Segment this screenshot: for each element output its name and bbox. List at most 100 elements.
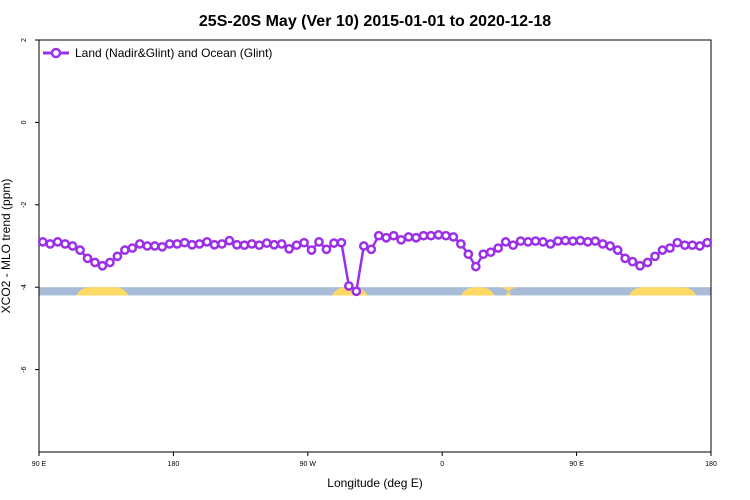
data-point [627,256,638,267]
data-point [187,239,197,250]
x-tick-label: 90 W [300,461,317,468]
data-point [127,243,138,253]
data-point [209,239,220,250]
data-point [254,240,265,251]
data-point [149,241,160,251]
data-point [172,239,182,249]
legend: Land (Nadir&Glint) and Ocean (Glint) [43,46,272,60]
y-tick-label: 0 [21,120,28,124]
data-point [545,239,556,249]
data-point [217,239,227,249]
data-point [456,239,466,249]
data-point [672,237,683,248]
land-segment [460,287,495,296]
data-point [112,251,123,262]
data-point [426,230,436,241]
data-point [224,235,235,246]
x-tick-label: 0 [440,461,444,468]
data-point [396,234,406,245]
data-point [344,281,354,291]
data-point [620,253,630,264]
data-point [45,239,56,249]
land-segment [76,287,129,296]
data-point [508,240,518,251]
legend-entry-label: Land (Nadir&Glint) and Ocean (Glint) [75,46,272,60]
land-segment [499,287,518,296]
data-point [82,253,93,264]
data-point [657,245,668,255]
data-point [642,257,653,268]
data-point [329,238,339,248]
data-point [358,241,369,251]
y-tick-label: -6 [21,366,28,372]
data-point [478,249,489,260]
data-point [485,247,496,258]
data-point [314,237,324,247]
data-point [568,236,578,246]
data-point [366,244,377,255]
data-point [276,239,287,249]
legend-marker [50,47,62,59]
data-point [37,237,48,247]
data-point [284,244,294,254]
data-point [142,241,153,251]
data-point [232,239,242,250]
data-point [157,241,168,252]
data-point [90,257,100,268]
data-point [373,230,384,241]
data-point [134,239,145,249]
data-point [687,240,698,251]
plot-frame [38,39,712,453]
ocean-band [39,287,711,296]
data-point [411,232,421,243]
data-point [75,245,85,255]
data-point [590,236,601,246]
y-axis: 2 0 -2 -4 -6 [21,38,39,373]
y-tick-label: -4 [21,284,28,290]
data-point [560,235,571,246]
data-point [239,240,250,251]
data-point [463,249,474,260]
data-point [530,236,541,246]
data-point [120,245,130,255]
data-point [538,237,548,247]
x-tick-label: 90 E [569,461,584,468]
data-point [650,251,660,262]
data-point [351,286,362,297]
x-tick-label: 180 [705,461,717,468]
y-tick-label: -2 [21,202,28,208]
data-point [433,230,444,240]
data-point [493,243,504,253]
data-point [635,260,645,271]
series-layer [37,230,713,297]
y-tick-label: 2 [21,38,28,42]
x-tick-label: 180 [168,461,180,468]
data-point [60,239,70,249]
data-point [194,239,205,249]
data-point [448,232,459,242]
data-point [441,230,451,241]
data-point [403,232,414,242]
data-point [291,240,302,251]
x-axis: 90 E 180 90 W 0 90 E 180 [32,452,717,468]
data-point [418,230,429,241]
data-point [612,245,623,255]
data-point [694,241,705,251]
data-point [665,243,675,253]
data-point [105,257,115,268]
y-axis-label: XCO2 - MLO trend (ppm) [0,179,13,314]
data-point [523,237,533,247]
data-point [269,239,280,250]
land-segment [628,287,697,296]
data-point [470,261,481,272]
data-point [299,237,309,248]
data-point [97,260,108,271]
data-point [500,237,511,247]
data-point [246,239,257,249]
data-point [306,245,317,255]
data-point [202,237,212,247]
x-tick-label: 90 E [32,461,47,468]
data-point [515,236,526,246]
data-point [575,235,586,246]
